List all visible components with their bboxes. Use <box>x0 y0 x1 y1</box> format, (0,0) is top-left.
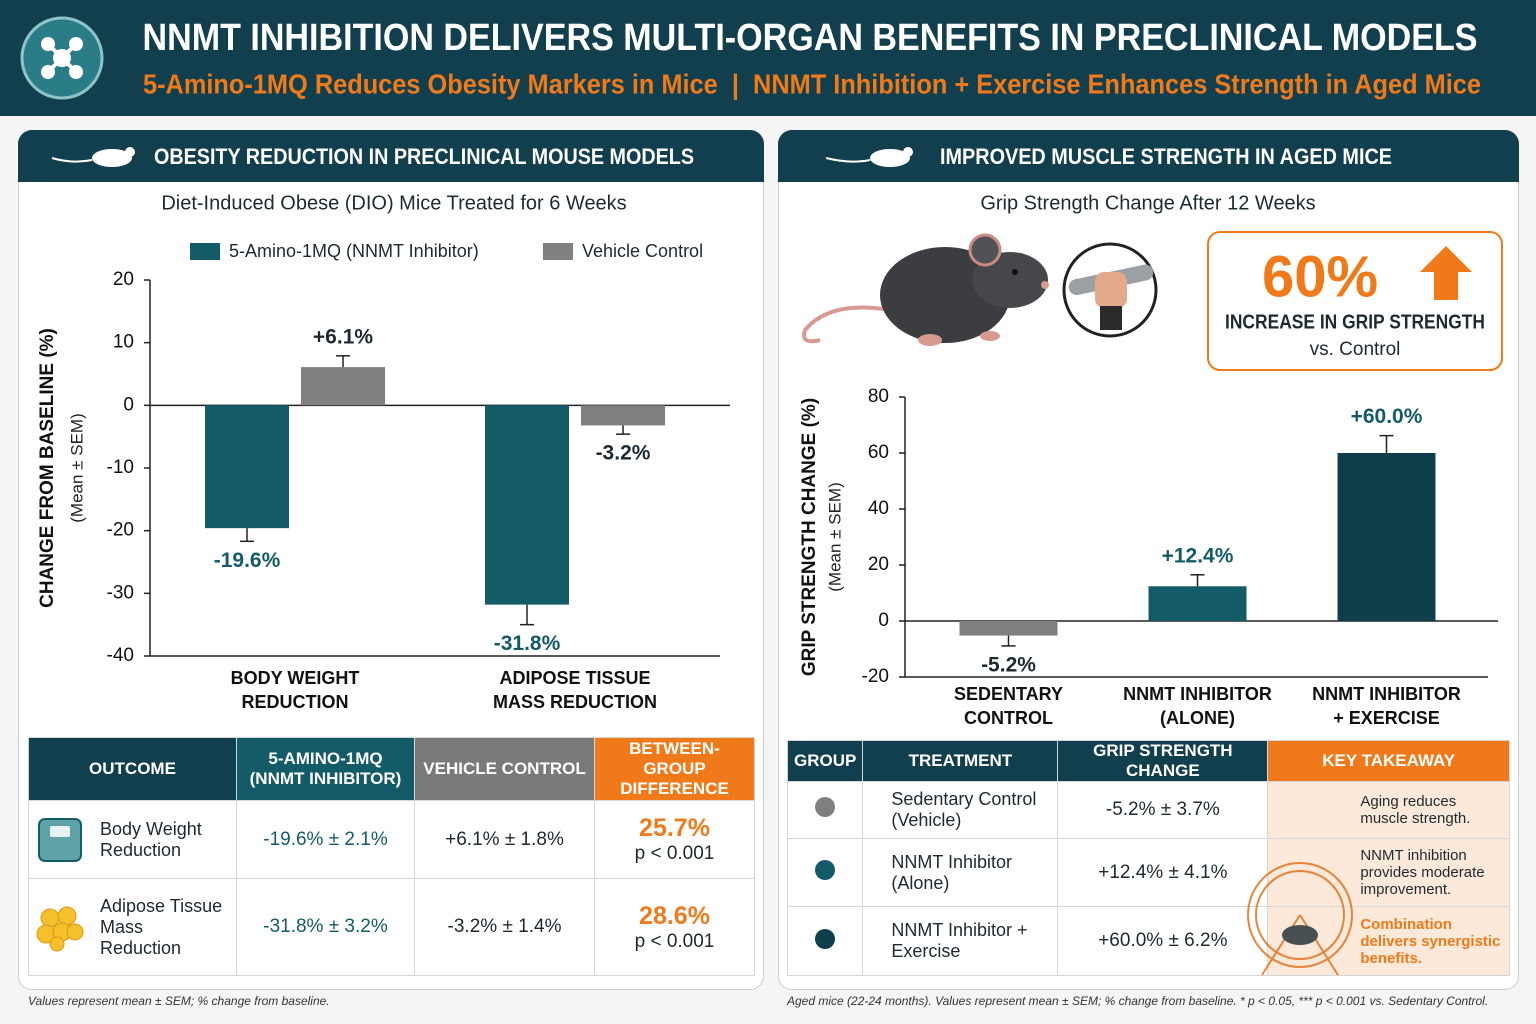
treatment: NNMT Inhibitor (Alone) <box>862 837 1059 908</box>
treatment: NNMT Inhibitor + Exercise <box>862 906 1059 976</box>
grip-table: GROUP TREATMENT GRIP STRENGTH CHANGE KEY… <box>786 740 1510 976</box>
group-dot <box>815 860 836 881</box>
panel-header <box>18 130 764 182</box>
header-cell: TREATMENT <box>862 740 1059 782</box>
takeaway: NNMT inhibition provides moderate improv… <box>1267 837 1510 908</box>
group-dot <box>815 797 836 818</box>
footnote: Aged mice (22-24 months). Values represe… <box>787 994 1489 1008</box>
header-cell: GRIP STRENGTH CHANGE <box>1057 740 1269 782</box>
p-value: p < 0.001 <box>634 930 715 952</box>
treatment: Sedentary Control (Vehicle) <box>862 781 1059 839</box>
cell: +60.0% ± 6.2% <box>1057 906 1269 976</box>
header-cell: OUTCOME <box>28 737 237 801</box>
cell: -5.2% ± 3.7% <box>1057 781 1269 839</box>
outcome-table: OUTCOME 5-AMINO-1MQ (NNMT INHIBITOR) VEH… <box>28 737 755 976</box>
header-bar <box>0 0 1536 116</box>
p-value: p < 0.001 <box>634 843 715 865</box>
fat-icon <box>36 906 84 952</box>
cell: -19.6% ± 2.1% <box>236 799 415 880</box>
difference: 28.6% <box>639 901 710 930</box>
group-dot <box>815 928 836 949</box>
scale-icon <box>38 817 82 862</box>
takeaway: Combination delivers synergistic benefit… <box>1267 906 1510 976</box>
cell: +12.4% ± 4.1% <box>1057 837 1269 908</box>
panel-header <box>778 130 1519 182</box>
footnote: Values represent mean ± SEM; % change fr… <box>28 994 330 1008</box>
header-cell: 5-AMINO-1MQ (NNMT INHIBITOR) <box>236 737 415 801</box>
header-cell: GROUP <box>786 740 864 782</box>
cell: -31.8% ± 3.2% <box>236 878 415 976</box>
header-cell: VEHICLE CONTROL <box>414 737 595 801</box>
header-cell: BETWEEN-GROUP DIFFERENCE <box>594 737 755 801</box>
cell: +6.1% ± 1.8% <box>414 799 595 880</box>
takeaway: Aging reduces muscle strength. <box>1267 781 1510 839</box>
outcome: Adipose Tissue Mass Reduction <box>100 895 223 958</box>
header-cell: KEY TAKEAWAY <box>1267 740 1510 782</box>
outcome: Body Weight Reduction <box>100 818 202 860</box>
cell: -3.2% ± 1.4% <box>414 878 595 976</box>
difference: 25.7% <box>639 814 710 843</box>
